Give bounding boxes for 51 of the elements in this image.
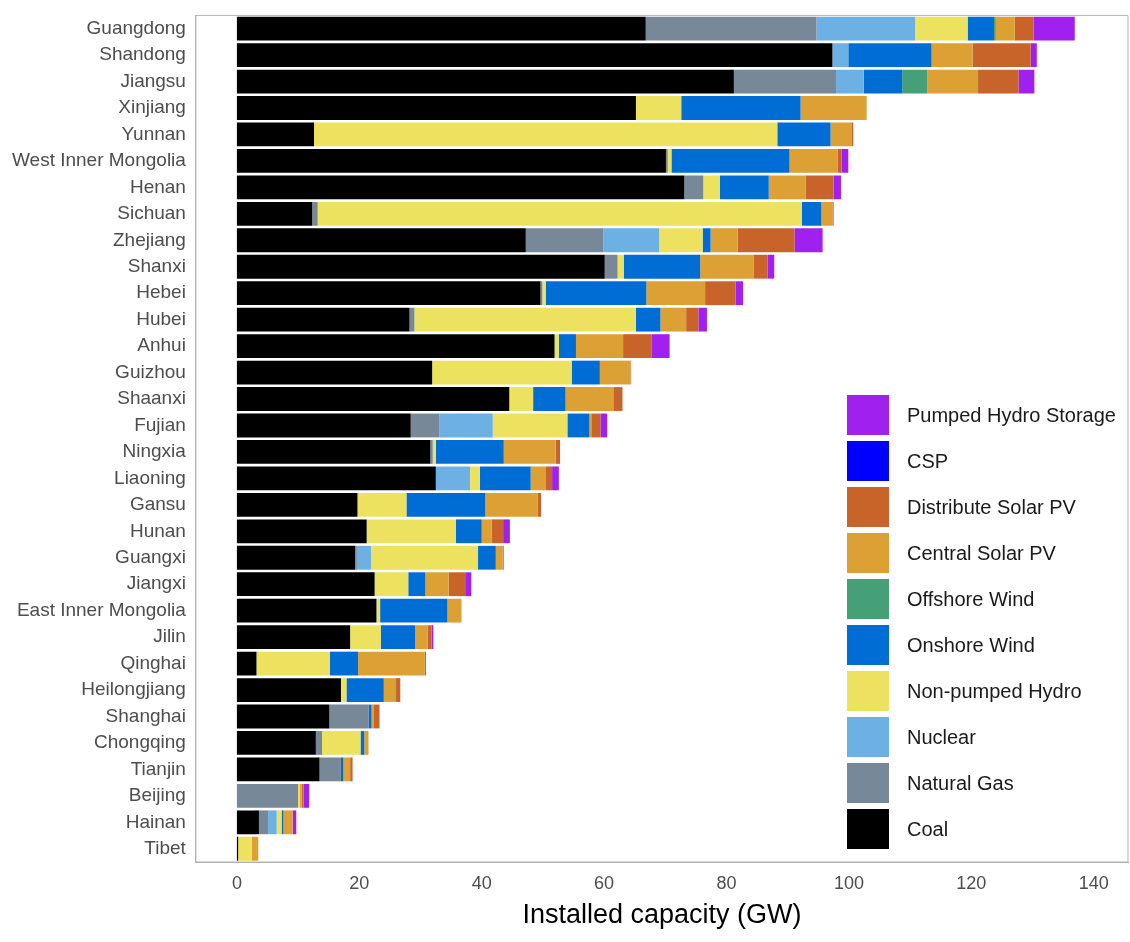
y-tick-label: Anhui [137,334,186,356]
y-tick-label: Shanxi [127,254,186,276]
y-tick-label: Jiangsu [120,69,186,91]
x-tick-label: 20 [349,872,370,893]
x-tick-label: 0 [231,872,242,893]
x-tick-label: 120 [956,872,987,893]
y-tick-label: Hubei [136,307,186,329]
x-tick-label: 40 [471,872,492,893]
x-tick-label: 140 [1078,872,1109,893]
y-tick-label: Fujian [134,413,186,435]
legend-label: Pumped Hydro Storage [906,403,1116,427]
y-tick-label: Guizhou [115,360,186,382]
y-tick-label: Liaoning [114,466,186,488]
y-tick-label: Heilongjiang [81,678,186,700]
legend-label: Offshore Wind [906,587,1035,611]
x-tick-label: 60 [594,872,615,893]
y-tick-label: West Inner Mongolia [12,149,187,171]
y-tick-label: Tibet [144,837,187,859]
y-tick-label: Gansu [129,493,186,515]
y-tick-label: Shaanxi [117,387,186,409]
y-tick-label: Hebei [136,281,186,303]
y-tick-label: Qinghai [120,651,186,673]
y-tick-label: East Inner Mongolia [16,598,187,620]
y-tick-label: Jiangxi [126,572,186,594]
y-tick-label: Beijing [128,784,186,806]
y-tick-label: Hainan [125,810,186,832]
legend-label: Natural Gas [906,771,1014,795]
y-tick-label: Hunan [129,519,186,541]
y-tick-label: Ningxia [122,440,187,462]
y-tick-label: Guangxi [115,545,186,567]
y-tick-label: Henan [129,175,186,197]
y-tick-label: Shanghai [105,704,186,726]
y-tick-label: Guangdong [86,16,186,38]
y-tick-label: Jilin [153,625,186,647]
x-tick-label: 80 [716,872,737,893]
y-tick-label: Tianjin [130,757,186,779]
legend-label: Onshore Wind [906,633,1035,657]
x-tick-label: 100 [833,872,864,893]
legend-label: Central Solar PV [906,541,1056,565]
legend-label: Non-pumped Hydro [906,679,1082,703]
x-axis-title: Installed capacity (GW) [522,899,802,930]
y-tick-label: Sichuan [117,202,186,224]
legend-label: Coal [906,817,949,841]
y-tick-label: Chongqing [93,731,186,753]
legend-label: Distribute Solar PV [906,495,1076,519]
y-tick-label: Shandong [99,43,186,65]
legend-label: Nuclear [906,725,976,749]
y-tick-label: Xinjiang [118,96,186,118]
legend-label: CSP [906,449,949,473]
y-tick-label: Yunnan [121,122,186,144]
y-tick-label: Zhejiang [113,228,186,250]
